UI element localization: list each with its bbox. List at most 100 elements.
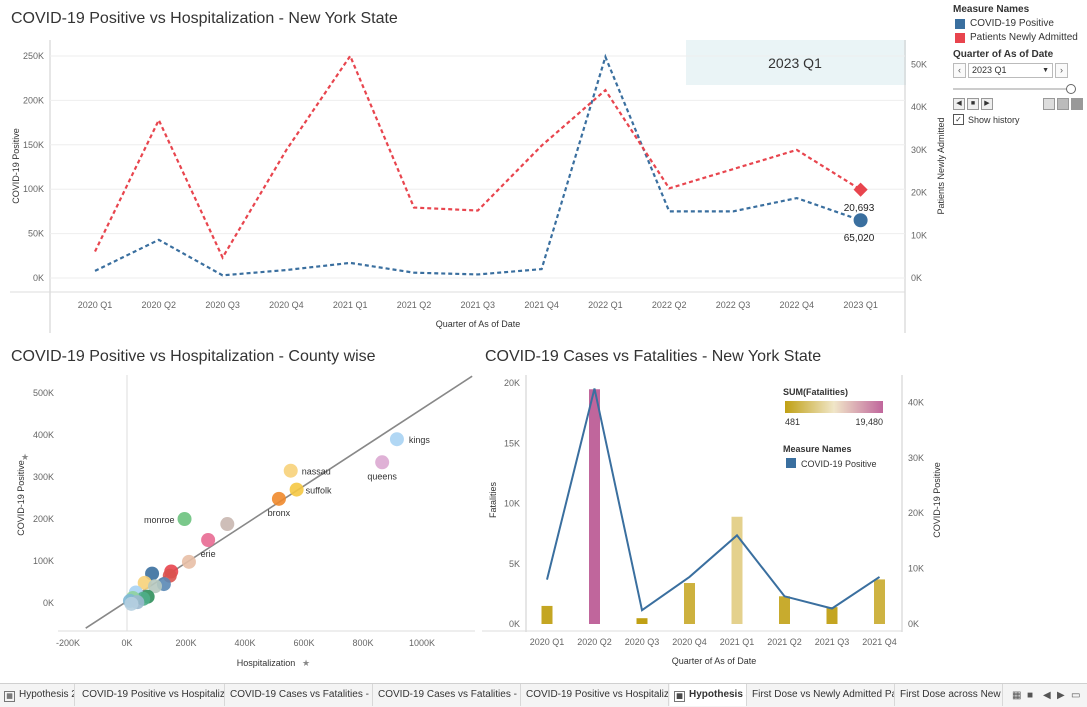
fatalities-bar[interactable] bbox=[874, 579, 885, 624]
x-tick-label: -200K bbox=[56, 638, 80, 648]
y-right-tick-label: 10K bbox=[911, 230, 927, 240]
y-left-tick-label: 50K bbox=[28, 229, 44, 239]
y-left-tick-label: 15K bbox=[504, 438, 520, 448]
show-filmstrip-icon[interactable]: ▦ bbox=[1012, 690, 1022, 701]
x-tick-label: 2023 Q1 bbox=[843, 300, 878, 310]
fatalities-bar[interactable] bbox=[589, 389, 600, 624]
chart1-overlay-label: 2023 Q1 bbox=[768, 55, 822, 71]
x-tick-label: 2020 Q1 bbox=[530, 637, 565, 647]
scatter-point-bronx[interactable] bbox=[271, 491, 286, 506]
scatter-point[interactable] bbox=[148, 579, 163, 594]
stop-icon[interactable]: ■ bbox=[967, 98, 979, 110]
chevron-left-icon[interactable]: ‹ bbox=[953, 63, 966, 78]
step-back-icon[interactable]: ◀ bbox=[953, 98, 965, 110]
x-tick-label: 2021 Q1 bbox=[333, 300, 368, 310]
legend-item-admitted[interactable]: Patients Newly Admitted bbox=[955, 32, 1083, 43]
scatter-point-erie[interactable] bbox=[201, 533, 216, 547]
legend-swatch-positive bbox=[786, 458, 796, 468]
series-line-covid-positive[interactable] bbox=[546, 388, 881, 612]
play-icon[interactable]: ▶ bbox=[981, 98, 993, 110]
y-right-tick-label: 50K bbox=[911, 60, 927, 70]
chart1-y-left-label: COVID-19 Positive bbox=[11, 128, 21, 204]
scatter-point-suffolk[interactable] bbox=[289, 482, 304, 497]
y-tick-label: 100K bbox=[33, 556, 54, 566]
series-line-patients-admitted[interactable] bbox=[94, 53, 862, 260]
highlight-point-positive[interactable] bbox=[853, 213, 868, 228]
quarter-filter-heading: Quarter of As of Date bbox=[953, 49, 1054, 60]
fatalities-min-label: 481 bbox=[785, 417, 800, 427]
tab-sheet[interactable]: First Dose vs Newly Admitted Pa... bbox=[748, 684, 895, 706]
tab-sheet[interactable]: COVID-19 Cases vs Fatalities - K... bbox=[226, 684, 373, 706]
tab-label: First Dose across New Yo bbox=[900, 689, 1002, 700]
present-icon[interactable]: ▭ bbox=[1071, 690, 1081, 701]
tab-sheet[interactable]: COVID-19 Cases vs Fatalities - N... bbox=[374, 684, 521, 706]
quarter-selector: ‹ 2023 Q1 ▼ › bbox=[953, 63, 1083, 78]
x-tick-label: 2020 Q2 bbox=[142, 300, 177, 310]
chart2-svg[interactable]: COVID-19 Positive ★ Hospitalization ★ -2… bbox=[0, 370, 480, 675]
tab-label: COVID-19 Cases vs Fatalities - K... bbox=[230, 689, 373, 700]
scatter-point[interactable] bbox=[220, 517, 235, 532]
series-line-covid-positive[interactable] bbox=[94, 53, 861, 277]
chart3-y-right-label: COVID-19 Positive bbox=[932, 462, 942, 538]
scatter-point-queens[interactable] bbox=[375, 455, 390, 470]
x-tick-label: 2020 Q3 bbox=[625, 637, 660, 647]
y-right-tick-label: 10K bbox=[908, 564, 924, 574]
scatter-point-monroe[interactable] bbox=[177, 512, 192, 526]
legend-item-label: Patients Newly Admitted bbox=[970, 32, 1078, 43]
point-label: queens bbox=[367, 471, 397, 481]
highlight-point-admitted[interactable] bbox=[853, 182, 868, 197]
first-sheet-icon[interactable]: ◀ bbox=[1043, 690, 1051, 701]
speed-medium-icon[interactable] bbox=[1057, 98, 1069, 110]
chart1-svg[interactable]: 2023 Q1 COVID-19 Positive Patients Newly… bbox=[0, 30, 950, 340]
checkbox-checked-icon[interactable]: ✓ bbox=[953, 114, 964, 125]
y-left-tick-label: 250K bbox=[23, 51, 44, 61]
x-tick-label: 2021 Q2 bbox=[397, 300, 432, 310]
tab-hypothesis-3[interactable]: ▦ Hypothesis 3 bbox=[670, 684, 747, 706]
scatter-point[interactable] bbox=[124, 596, 139, 611]
speed-slow-icon[interactable] bbox=[1043, 98, 1055, 110]
dashboard-icon: ▦ bbox=[674, 691, 685, 702]
legend-heading: Measure Names bbox=[953, 4, 1030, 15]
x-tick-label: 2020 Q1 bbox=[78, 300, 113, 310]
scatter-point[interactable] bbox=[181, 554, 196, 569]
scatter-point-nassau[interactable] bbox=[283, 463, 298, 478]
fatalities-bar[interactable] bbox=[636, 618, 648, 624]
fatalities-color-scale bbox=[785, 401, 883, 413]
scatter-point-kings[interactable] bbox=[389, 432, 404, 447]
y-right-tick-label: 20K bbox=[911, 188, 927, 198]
slider-handle[interactable] bbox=[1066, 84, 1076, 94]
x-tick-label: 2020 Q4 bbox=[269, 300, 304, 310]
y-tick-label: 400K bbox=[33, 430, 54, 440]
y-left-tick-label: 200K bbox=[23, 95, 44, 105]
fatalities-bar[interactable] bbox=[731, 516, 743, 624]
fatalities-bar[interactable] bbox=[541, 605, 553, 624]
pin-icon: ★ bbox=[302, 658, 310, 668]
legend-item-positive[interactable]: COVID-19 Positive bbox=[955, 18, 1083, 29]
x-tick-label: 2020 Q4 bbox=[672, 637, 707, 647]
chart3-svg[interactable]: Fatalities COVID-19 Positive Quarter of … bbox=[480, 370, 950, 675]
quarter-dropdown[interactable]: 2023 Q1 ▼ bbox=[968, 63, 1053, 78]
x-tick-label: 2021 Q2 bbox=[767, 637, 802, 647]
speed-fast-icon[interactable] bbox=[1071, 98, 1083, 110]
x-tick-label: 2021 Q1 bbox=[720, 637, 755, 647]
quarter-slider[interactable] bbox=[953, 84, 1083, 94]
y-right-tick-label: 40K bbox=[911, 102, 927, 112]
fatalities-bar[interactable] bbox=[826, 607, 838, 624]
playback-controls: ◀ ■ ▶ bbox=[953, 98, 1083, 110]
tab-sheet[interactable]: COVID-19 Positive vs Hospitaliz... bbox=[78, 684, 225, 706]
tab-label: COVID-19 Positive vs Hospitaliz... bbox=[526, 689, 669, 700]
show-history-option[interactable]: ✓ Show history bbox=[953, 114, 1083, 125]
tab-sheet[interactable]: First Dose across New Yo bbox=[896, 684, 1003, 706]
tab-hypothesis-2[interactable]: ▦ Hypothesis 2 bbox=[0, 684, 75, 706]
x-tick-label: 800K bbox=[352, 638, 373, 648]
tab-sheet[interactable]: COVID-19 Positive vs Hospitaliz... bbox=[522, 684, 669, 706]
legend-swatch-positive bbox=[955, 18, 965, 29]
fatalities-max-label: 19,480 bbox=[855, 417, 883, 427]
fatalities-bar[interactable] bbox=[779, 596, 790, 624]
chart1-overlay bbox=[686, 40, 906, 85]
chart2-title: COVID-19 Positive vs Hospitalization - C… bbox=[11, 348, 376, 365]
fatalities-bar[interactable] bbox=[684, 583, 695, 624]
next-sheet-icon[interactable]: ▶ bbox=[1057, 690, 1065, 701]
show-tabs-icon[interactable]: ■ bbox=[1027, 690, 1034, 701]
chevron-right-icon[interactable]: › bbox=[1055, 63, 1068, 78]
